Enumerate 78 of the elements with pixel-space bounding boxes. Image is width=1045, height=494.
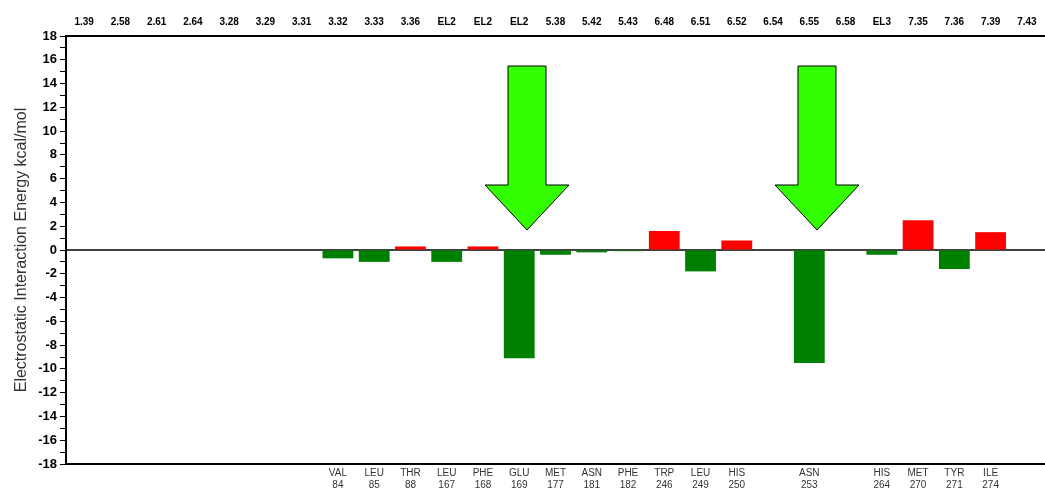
x-tick-label: LEU 249 (690, 466, 711, 490)
text: 6.55 (799, 15, 820, 27)
x-tick-label: TRP 246 (654, 466, 675, 490)
y-tick-label: -6 (45, 312, 57, 328)
text: 5.38 (545, 15, 566, 27)
text: 3.29 (255, 15, 276, 27)
text: EL2 (437, 15, 457, 27)
bar (395, 246, 426, 250)
x-tick-label: MET 177 (544, 466, 567, 490)
bar (540, 250, 571, 255)
x-tick-label: MET 270 (907, 466, 929, 490)
y-tick-label: -8 (45, 336, 57, 352)
y-tick-label: 6 (49, 170, 57, 186)
text: 7.39 (980, 15, 1001, 27)
x-tick-label: PHE 168 (472, 466, 494, 490)
x-tick-label: GLU 169 (508, 466, 530, 490)
text: EL2 (510, 15, 529, 27)
y-axis-title: Electrostatic Interaction Energy kcal/mol (12, 107, 30, 393)
y-tick-label: -12 (38, 384, 57, 400)
bar (503, 250, 535, 359)
y-tick-label: 10 (42, 122, 57, 138)
bar (685, 250, 716, 272)
x-tick-label: TYR 271 (944, 466, 965, 490)
text: 6.54 (763, 15, 784, 27)
x-tick-label: PHE 182 (617, 466, 639, 490)
x-tick-label: ASN 181 (581, 466, 603, 490)
x-tick-label: THR 88 (400, 466, 421, 490)
y-tick-label: -14 (38, 408, 58, 424)
x-tick-label: ASN 253 (799, 466, 820, 490)
text: EL2 (473, 15, 493, 27)
text: 2.58 (110, 15, 131, 27)
bar (866, 250, 898, 255)
x-tick-label: LEU 85 (364, 466, 384, 490)
y-tick-label: -4 (45, 289, 58, 305)
bar (358, 250, 390, 262)
text: 3.28 (219, 15, 240, 27)
x-tick-label: ILE 274 (982, 466, 1000, 490)
y-tick-label: 8 (49, 146, 57, 162)
bar (431, 250, 463, 262)
text: 3.31 (291, 15, 312, 27)
text: 3.32 (328, 15, 349, 27)
y-tick-label: 12 (42, 98, 57, 114)
y-tick-label: 14 (42, 75, 58, 91)
text: 2.61 (146, 15, 167, 27)
y-tick-label: 18 (42, 27, 57, 43)
y-tick-label: -10 (38, 360, 57, 376)
y-tick-label: -18 (38, 455, 57, 471)
x-tick-label: VAL 84 (328, 466, 348, 490)
text: 5.43 (618, 15, 639, 27)
bar (793, 250, 825, 363)
text: 1.39 (74, 15, 95, 27)
x-tick-label: HIS 250 (728, 466, 746, 490)
text: 7.43 (1017, 15, 1038, 27)
y-tick-label: -16 (38, 431, 57, 447)
text: EL3 (872, 15, 892, 27)
bar (975, 232, 1007, 250)
y-tick-label: -2 (45, 265, 57, 281)
bar (721, 240, 753, 250)
text: 6.48 (654, 15, 675, 27)
x-tick-label: LEU 167 (436, 466, 457, 490)
text: 6.58 (835, 15, 856, 27)
text: 3.33 (364, 15, 385, 27)
bar (467, 246, 499, 250)
text: 5.42 (582, 15, 602, 27)
bar (938, 250, 970, 270)
text: 6.51 (690, 15, 711, 27)
bar (902, 220, 934, 250)
text: 6.52 (727, 15, 747, 27)
y-tick-label: 0 (49, 241, 57, 257)
text: 3.36 (400, 15, 421, 27)
text: 7.35 (908, 15, 929, 27)
text: 2.64 (183, 15, 204, 27)
y-tick-label: 16 (42, 51, 57, 67)
y-tick-label: 2 (49, 217, 57, 233)
y-tick-label: 4 (49, 194, 58, 210)
text: 7.36 (944, 15, 965, 27)
x-tick-label: HIS 264 (873, 466, 891, 490)
bar (648, 230, 680, 250)
